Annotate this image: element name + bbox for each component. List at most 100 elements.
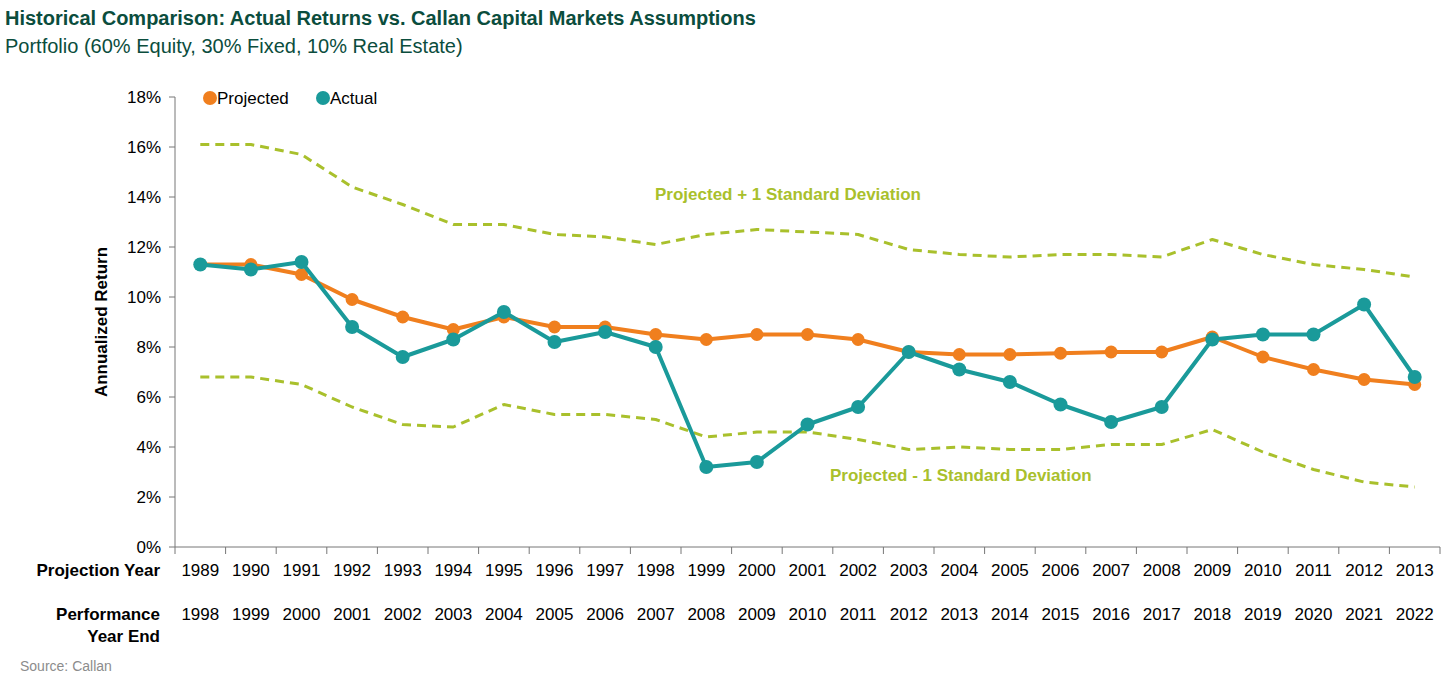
series-marker (902, 346, 915, 359)
x-tick-label: 1992 (333, 561, 371, 580)
series-marker (1003, 375, 1017, 389)
y-tick (169, 247, 175, 248)
x-tick (428, 547, 429, 554)
y-tick (169, 347, 175, 348)
x-tick-label-2: 2002 (384, 605, 422, 624)
series-marker (497, 305, 511, 319)
x-tick-label: 1993 (384, 561, 422, 580)
series-marker (700, 333, 713, 346)
series-marker (1307, 363, 1320, 376)
series-marker (1003, 348, 1016, 361)
x-tick (984, 547, 985, 554)
x-tick-label-2: 2011 (840, 605, 877, 624)
series-marker (345, 320, 359, 334)
x-tick-label: 2003 (890, 561, 928, 580)
x-tick-label-2: 2003 (434, 605, 472, 624)
x-tick (579, 547, 580, 554)
y-tick (169, 397, 175, 398)
x-tick (326, 547, 327, 554)
x-tick-label: 2013 (1396, 561, 1434, 580)
x-tick-label-2: 2010 (789, 605, 827, 624)
x-tick-label-2: 2022 (1396, 605, 1434, 624)
series-marker (1408, 370, 1422, 384)
x-tick (782, 547, 783, 554)
chart: Historical Comparison: Actual Returns vs… (0, 0, 1445, 679)
series-marker (244, 263, 258, 277)
x-tick-label-2: 2006 (586, 605, 624, 624)
series-line (200, 265, 1414, 385)
series-marker (396, 311, 409, 324)
x-tick-label: 1995 (485, 561, 523, 580)
y-tick (169, 547, 175, 548)
x-tick (175, 547, 176, 554)
x-tick-label-2: 2007 (637, 605, 675, 624)
series-line (200, 377, 1414, 487)
series-marker (649, 340, 663, 354)
series-line (200, 145, 1414, 278)
x-tick-label-2: 2014 (991, 605, 1029, 624)
plot (193, 145, 1421, 488)
series-marker (852, 333, 865, 346)
series-marker (1155, 400, 1169, 414)
y-tick-label: 8% (136, 338, 161, 357)
y-tick-label: 0% (136, 538, 161, 557)
series-marker (1054, 347, 1067, 360)
x-tick-label-2: 1999 (232, 605, 270, 624)
series-annotation: Projected + 1 Standard Deviation (655, 185, 921, 204)
x-tick-label-2: 2018 (1193, 605, 1231, 624)
x-tick-label: 2002 (839, 561, 877, 580)
series-marker (801, 418, 815, 432)
series-marker (750, 328, 763, 341)
x-tick (883, 547, 884, 554)
x-tick-label: 1990 (232, 561, 270, 580)
series-marker (1307, 328, 1321, 342)
x-tick (1288, 547, 1289, 554)
x-tick-label-2: 2012 (890, 605, 928, 624)
series-marker (1155, 346, 1168, 359)
x-tick (276, 547, 277, 554)
y-tick-label: 10% (127, 288, 161, 307)
x-tick-label-2: 2020 (1295, 605, 1333, 624)
x-tick (630, 547, 631, 554)
x-row-title-line: Performance (56, 605, 160, 624)
y-tick (169, 297, 175, 298)
x-tick-label-2: 2021 (1345, 605, 1383, 624)
x-tick (731, 547, 732, 554)
x-tick (529, 547, 530, 554)
series-line (200, 262, 1414, 467)
series-marker (851, 400, 865, 414)
x-tick-label-2: 2005 (536, 605, 574, 624)
y-tick-label: 14% (127, 188, 161, 207)
series-marker (346, 293, 359, 306)
x-tick (478, 547, 479, 554)
y-axis-label: Annualized Return (92, 247, 111, 397)
legend-label: Actual (330, 89, 377, 108)
x-tick-label: 2011 (1295, 561, 1332, 580)
x-tick (1187, 547, 1188, 554)
series-marker (446, 333, 460, 347)
series-marker (699, 460, 713, 474)
x-row-title: Performance Year End (56, 605, 160, 646)
x-tick-label: 1996 (536, 561, 574, 580)
x-tick (377, 547, 378, 554)
x-tick (1035, 547, 1036, 554)
x-tick-label: 1994 (434, 561, 472, 580)
series-marker (548, 335, 562, 349)
x-tick-label: 2012 (1345, 561, 1383, 580)
y-tick (169, 447, 175, 448)
x-tick-label: 1997 (586, 561, 624, 580)
x-tick-label-2: 2015 (1042, 605, 1080, 624)
title: Historical Comparison: Actual Returns vs… (5, 7, 756, 29)
x-tick (1440, 547, 1441, 554)
series-marker (1105, 346, 1118, 359)
x-tick (1389, 547, 1390, 554)
legend-marker (316, 91, 330, 105)
y-tick-label: 12% (127, 238, 161, 257)
x-row-title-line: Year End (87, 627, 160, 646)
series-marker (1104, 415, 1118, 429)
x-tick-label: 1989 (181, 561, 219, 580)
y-tick (169, 147, 175, 148)
series-marker (194, 258, 207, 271)
x-tick-label: 1991 (283, 561, 321, 580)
x-tick-label-2: 2004 (485, 605, 523, 624)
